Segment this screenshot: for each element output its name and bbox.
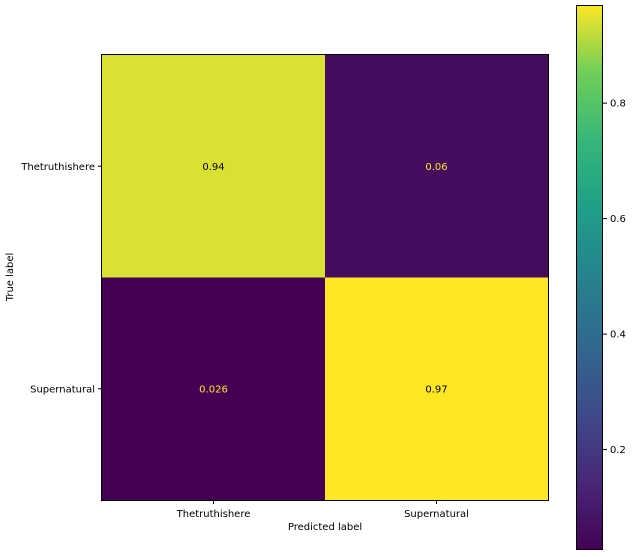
y-axis: Thetruthishere Supernatural: [20, 162, 102, 395]
x-tick-label: Thetruthishere: [176, 509, 251, 520]
colorbar-tick-label: 0.2: [610, 445, 626, 456]
matrix-cell: [102, 55, 325, 278]
matrix-cell: [102, 277, 325, 500]
colorbar-gradient: [576, 5, 603, 550]
x-axis-label: Predicted label: [288, 522, 362, 533]
cell-value-label: 0.97: [425, 384, 447, 395]
colorbar-tick-label: 0.6: [610, 214, 626, 225]
x-tick-label: Supernatural: [404, 509, 469, 520]
plot-frame: [101, 54, 549, 501]
matrix-cell: [325, 277, 548, 500]
y-tick-label: Supernatural: [30, 384, 95, 395]
y-tick-label: Thetruthishere: [20, 162, 95, 173]
colorbar-frame: [576, 5, 603, 550]
colorbar-ticks: 0.2 0.4 0.6 0.8: [603, 99, 626, 456]
colorbar: 0.2 0.4 0.6 0.8: [576, 5, 626, 550]
x-axis: Thetruthishere Supernatural: [176, 500, 469, 520]
colorbar-tick-label: 0.4: [610, 330, 626, 341]
cell-value-label: 0.026: [199, 384, 228, 395]
matrix-cells: [102, 55, 548, 500]
colorbar-tick-label: 0.8: [610, 99, 626, 110]
cell-value-label: 0.94: [202, 162, 224, 173]
y-axis-label: True label: [5, 253, 16, 303]
matrix-cell: [325, 55, 548, 278]
cell-value-label: 0.06: [425, 162, 447, 173]
cell-value-labels: 0.94 0.06 0.026 0.97: [199, 162, 447, 396]
